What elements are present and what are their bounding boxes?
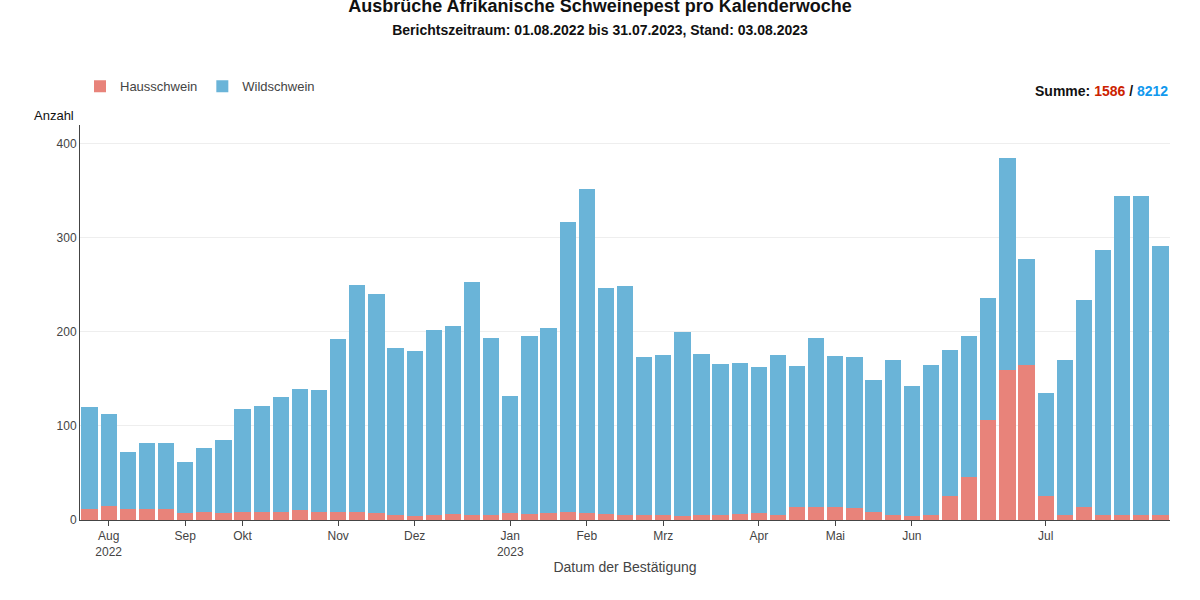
svg-text:Mai: Mai: [826, 529, 845, 543]
svg-text:Wildschwein: Wildschwein: [242, 79, 314, 94]
svg-text:400: 400: [57, 137, 77, 151]
svg-text:Nov: Nov: [327, 529, 348, 543]
svg-text:200: 200: [57, 325, 77, 339]
svg-text:Aug2022: Aug2022: [95, 529, 122, 559]
svg-text:Jun: Jun: [902, 529, 921, 543]
svg-text:Anzahl: Anzahl: [34, 108, 74, 123]
svg-text:Datum der Bestätigung: Datum der Bestätigung: [553, 559, 696, 575]
svg-text:100: 100: [57, 419, 77, 433]
svg-text:Jan2023: Jan2023: [497, 529, 524, 559]
svg-text:Apr: Apr: [750, 529, 769, 543]
svg-text:Feb: Feb: [576, 529, 597, 543]
svg-text:Jul: Jul: [1038, 529, 1053, 543]
svg-text:Okt: Okt: [233, 529, 252, 543]
svg-text:Summe: 1586 / 8212: Summe: 1586 / 8212: [1035, 83, 1168, 99]
svg-text:300: 300: [57, 231, 77, 245]
svg-text:0: 0: [70, 513, 77, 527]
svg-text:Mrz: Mrz: [653, 529, 673, 543]
svg-text:Dez: Dez: [404, 529, 425, 543]
svg-text:Hausschwein: Hausschwein: [120, 79, 197, 94]
svg-text:Ausbrüche Afrikanische Schwein: Ausbrüche Afrikanische Schweinepest pro …: [348, 0, 851, 38]
svg-text:Sep: Sep: [175, 529, 197, 543]
